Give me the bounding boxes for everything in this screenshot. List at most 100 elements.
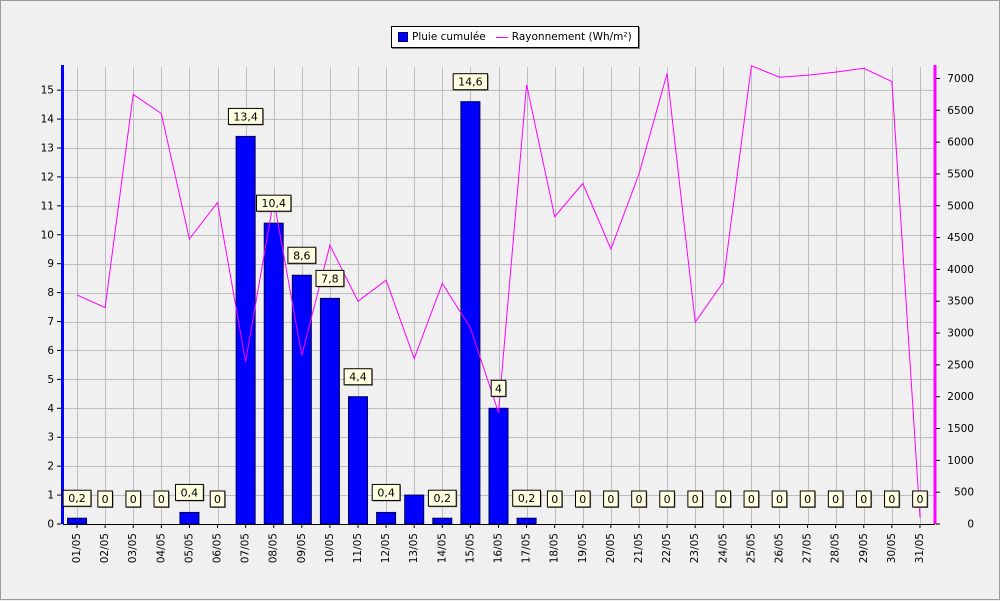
y-left-tick-label: 4 (47, 403, 54, 415)
data-label-text: 0 (692, 493, 699, 506)
data-label-text: 0 (916, 493, 923, 506)
data-label-box (771, 490, 788, 508)
legend-label-rain: Pluie cumulée (412, 31, 486, 43)
x-tick-label: 18/05 (549, 533, 561, 563)
data-label-text: 0 (214, 493, 221, 506)
x-tick-label: 22/05 (661, 533, 673, 563)
x-tick-label: 12/05 (380, 533, 392, 563)
y-left-tick-label: 8 (47, 287, 54, 299)
data-label-box (799, 490, 816, 508)
data-label-box (912, 490, 928, 508)
data-label-text: 14,6 (458, 76, 483, 89)
data-label-04-05: 0 (153, 490, 170, 508)
data-label-03-05: 0 (125, 490, 142, 508)
bar-05-05 (179, 511, 200, 525)
x-tick-label: 11/05 (352, 533, 364, 563)
data-label-box (687, 490, 703, 508)
y-right-tick-label: 5500 (947, 168, 974, 180)
data-label-text: 0,2 (68, 492, 86, 505)
data-label-05-05: 0,4 (175, 483, 205, 502)
x-tick-label: 06/05 (212, 533, 224, 563)
x-tick-label: 03/05 (127, 533, 139, 563)
bar-12-05 (376, 511, 397, 525)
legend-swatch-rain (398, 32, 408, 42)
data-label-text: 0,2 (518, 492, 536, 505)
y-right-tick-label: 4000 (947, 264, 974, 276)
data-label-text: 0 (804, 493, 811, 506)
data-label-text: 0 (130, 493, 137, 506)
data-label-box (512, 489, 541, 507)
data-label-box (603, 490, 619, 508)
x-tick-label: 15/05 (464, 533, 476, 563)
data-label-29-05: 0 (855, 490, 873, 508)
y-left-tick-label: 7 (47, 316, 54, 328)
data-label-text: 0 (635, 493, 642, 506)
y-right-tick-label: 2500 (947, 359, 974, 371)
data-label-box (546, 490, 563, 508)
y-right-tick-label: 4500 (947, 232, 974, 244)
data-label-box (743, 490, 760, 508)
x-tick-label: 10/05 (324, 533, 336, 563)
data-label-text: 0 (551, 493, 558, 506)
data-label-text: 0 (748, 493, 755, 506)
x-tick-label: 08/05 (268, 533, 280, 563)
x-tick-label: 20/05 (605, 533, 617, 563)
data-label-box (574, 490, 591, 508)
x-tick-label: 04/05 (155, 533, 167, 563)
data-label-box (452, 73, 489, 91)
data-label-28-05: 0 (827, 490, 844, 508)
grid (63, 67, 934, 525)
bar-10-05 (319, 297, 340, 525)
bar-16-05 (488, 407, 509, 525)
x-tick-label: 24/05 (717, 533, 729, 563)
data-label-text: 0 (832, 493, 839, 506)
data-label-text: 0 (579, 493, 586, 506)
data-label-box (62, 489, 92, 507)
data-label-text: 8,6 (293, 249, 311, 262)
data-label-23-05: 0 (687, 490, 704, 508)
legend-swatch-radiation (495, 36, 508, 38)
x-tick-label: 17/05 (521, 533, 533, 563)
data-label-box (427, 489, 457, 507)
x-tick-label: 27/05 (802, 533, 814, 563)
data-label-text: 7,8 (321, 272, 339, 285)
x-tick-label: 29/05 (858, 533, 870, 563)
y-left-tick-label: 5 (47, 374, 54, 386)
data-label-box (209, 490, 226, 508)
data-label-26-05: 0 (771, 490, 788, 508)
y-right-tick-label: 3000 (947, 328, 974, 340)
data-label-text: 0 (776, 493, 783, 506)
data-label-box (256, 194, 292, 212)
data-label-17-05: 0,2 (512, 489, 542, 508)
y-left-tick-label: 6 (47, 345, 54, 357)
data-label-box (827, 490, 844, 508)
data-label-12-05: 0,4 (371, 483, 402, 502)
data-label-text: 0 (102, 493, 109, 506)
x-tick-label: 09/05 (296, 533, 308, 563)
data-label-16-05: 4 (490, 379, 507, 398)
y-right-tick-label: 0 (967, 519, 974, 531)
data-label-text: 10,4 (261, 197, 286, 210)
data-label-text: 4,4 (349, 371, 367, 384)
y-right-tick-label: 1500 (947, 423, 974, 435)
data-label-text: 0,2 (434, 492, 452, 505)
data-label-06-05: 0 (209, 490, 226, 508)
y-right-tick-label: 6500 (947, 105, 974, 117)
data-label-27-05: 0 (799, 490, 816, 508)
x-tick-label: 05/05 (183, 533, 195, 563)
x-tick-label: 21/05 (633, 533, 645, 563)
data-label-10-05: 7,8 (315, 269, 345, 288)
x-tick-label: 07/05 (240, 533, 252, 563)
y-right-tick-label: 5000 (947, 200, 974, 212)
bar-08-05 (263, 222, 284, 525)
bar-07-05 (235, 135, 256, 525)
x-tick-label: 02/05 (99, 533, 111, 563)
chart-legend: Pluie cumulée Rayonnement (Wh/m²) (391, 26, 639, 48)
data-label-09-05: 8,6 (287, 246, 317, 265)
x-tick-label: 14/05 (436, 533, 448, 563)
y-left-tick-label: 15 (41, 85, 54, 97)
data-label-box (153, 490, 170, 508)
x-tick-label: 31/05 (914, 533, 926, 563)
